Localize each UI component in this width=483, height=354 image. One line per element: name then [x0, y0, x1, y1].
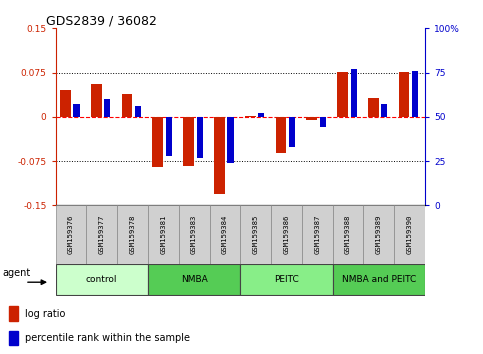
- Bar: [91, 84, 101, 117]
- Bar: [183, 117, 194, 166]
- Text: GSM159378: GSM159378: [129, 215, 136, 254]
- Bar: [56, 205, 86, 264]
- Text: percentile rank within the sample: percentile rank within the sample: [26, 333, 190, 343]
- Bar: [227, 117, 233, 163]
- Text: control: control: [86, 275, 117, 284]
- Bar: [117, 205, 148, 264]
- Bar: [398, 72, 410, 117]
- Bar: [240, 205, 271, 264]
- Text: GDS2839 / 36082: GDS2839 / 36082: [46, 14, 157, 27]
- Bar: [381, 104, 387, 117]
- Bar: [210, 205, 240, 264]
- Text: GSM159377: GSM159377: [99, 215, 105, 254]
- Bar: [412, 71, 418, 117]
- Text: NMBA: NMBA: [181, 275, 208, 284]
- Bar: [152, 117, 163, 167]
- Bar: [10, 306, 18, 321]
- Bar: [73, 104, 80, 117]
- Text: GSM159385: GSM159385: [253, 215, 259, 254]
- Text: PEITC: PEITC: [274, 275, 299, 284]
- Bar: [306, 117, 317, 120]
- Text: GSM159383: GSM159383: [191, 215, 197, 254]
- Bar: [364, 205, 394, 264]
- Text: GSM159388: GSM159388: [345, 215, 351, 254]
- Text: GSM159384: GSM159384: [222, 215, 228, 254]
- Text: GSM159376: GSM159376: [68, 215, 74, 254]
- Bar: [104, 99, 110, 117]
- Bar: [60, 90, 71, 117]
- Text: log ratio: log ratio: [26, 308, 66, 319]
- Bar: [86, 205, 117, 264]
- Bar: [197, 117, 203, 158]
- Text: GSM159389: GSM159389: [376, 215, 382, 254]
- Bar: [302, 205, 333, 264]
- Bar: [275, 117, 286, 153]
- Bar: [289, 117, 295, 147]
- Bar: [135, 106, 141, 117]
- Bar: [56, 264, 148, 295]
- Text: NMBA and PEITC: NMBA and PEITC: [342, 275, 416, 284]
- Bar: [333, 264, 425, 295]
- Bar: [258, 113, 264, 117]
- Text: GSM159390: GSM159390: [407, 215, 412, 254]
- Text: GSM159386: GSM159386: [284, 215, 289, 254]
- Bar: [214, 117, 225, 194]
- Bar: [368, 98, 379, 117]
- Text: GSM159387: GSM159387: [314, 215, 320, 254]
- Bar: [166, 117, 172, 156]
- Bar: [337, 72, 348, 117]
- Bar: [394, 205, 425, 264]
- Bar: [10, 331, 18, 346]
- Text: agent: agent: [3, 268, 31, 278]
- Bar: [179, 205, 210, 264]
- Bar: [148, 264, 241, 295]
- Bar: [122, 95, 132, 117]
- Bar: [320, 117, 326, 127]
- Bar: [245, 116, 256, 117]
- Text: GSM159381: GSM159381: [160, 215, 166, 254]
- Bar: [271, 205, 302, 264]
- Bar: [240, 264, 333, 295]
- Bar: [351, 69, 356, 117]
- Bar: [148, 205, 179, 264]
- Bar: [333, 205, 364, 264]
